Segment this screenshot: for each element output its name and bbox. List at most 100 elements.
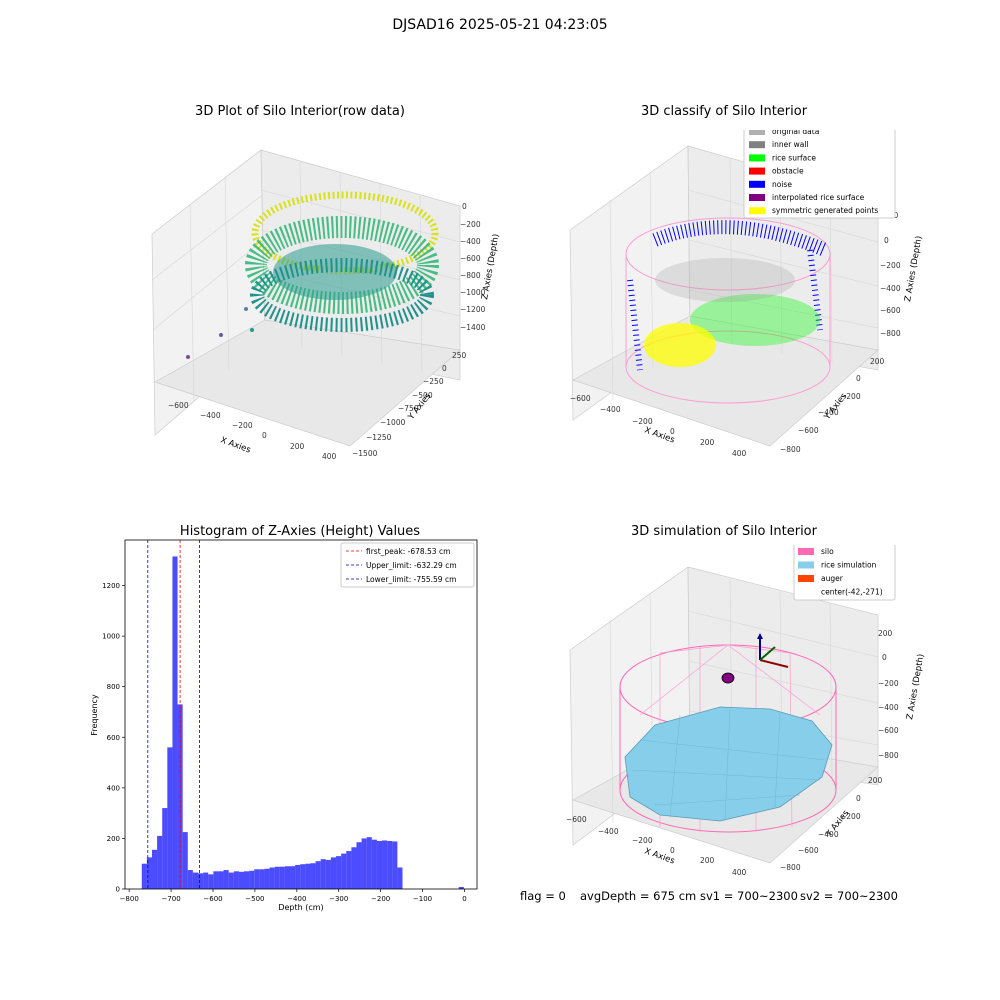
histogram-y-label: Frequency xyxy=(90,694,99,736)
classify-y-tick: 200 xyxy=(870,357,885,366)
histogram-bar xyxy=(182,832,188,889)
histogram-bar xyxy=(238,871,245,889)
classify-z-tick: −800 xyxy=(880,329,901,338)
classify-inner-wall xyxy=(655,258,795,302)
histogram-legend xyxy=(340,542,475,588)
histogram-bar xyxy=(387,840,393,889)
histogram-y-tick-label: 800 xyxy=(107,683,120,691)
histogram-bar xyxy=(366,837,372,889)
raw-z-tick: −800 xyxy=(460,271,481,280)
raw-y-tick: −1500 xyxy=(352,449,378,458)
histogram-x-tick-label: −800 xyxy=(120,895,139,903)
histogram-bar xyxy=(330,857,337,889)
raw-z-tick: −400 xyxy=(460,237,481,246)
histogram-x-tick-label: −500 xyxy=(245,895,264,903)
raw-z-tick: −1000 xyxy=(460,288,486,297)
histogram-bar xyxy=(269,867,275,889)
raw-x-tick: −400 xyxy=(200,411,221,420)
legend-swatch xyxy=(749,154,765,162)
legend-label: auger xyxy=(821,574,844,583)
histogram-y-tick-label: 600 xyxy=(107,734,120,742)
histogram-bar xyxy=(295,864,301,889)
histogram-x-label: Depth (cm) xyxy=(278,903,323,912)
histogram-bar xyxy=(203,872,209,889)
legend-label: center(-42,-271) xyxy=(821,588,883,597)
histogram-x-tick-label: −200 xyxy=(371,895,390,903)
legend-label: silo xyxy=(821,547,834,556)
legend-swatch xyxy=(798,575,814,582)
classify-z-tick: −600 xyxy=(880,306,901,315)
simulation-3d-plot: −600 −400 −200 0 200 400 200 0 −200 −400… xyxy=(566,545,927,877)
legend-swatch xyxy=(798,548,814,555)
histogram-bar xyxy=(305,863,311,889)
legend-swatch xyxy=(749,207,765,215)
histogram-chart: −800 −700 −600 −500 −400 −300 −200 −100 0 0 200 40… xyxy=(90,539,478,912)
histogram-x-tick-label: −300 xyxy=(329,895,348,903)
simulation-x-tick: 200 xyxy=(700,856,715,865)
classify-y-tick: −600 xyxy=(798,426,819,435)
simulation-y-tick: −200 xyxy=(840,812,861,821)
histogram-frame xyxy=(124,539,478,890)
histogram-y-tick-label: 400 xyxy=(107,784,120,792)
legend-swatch xyxy=(749,130,765,135)
raw-z-tick: −600 xyxy=(460,254,481,263)
legend-swatch xyxy=(749,180,765,188)
histogram-bar xyxy=(254,869,260,889)
histogram-bar xyxy=(351,847,357,889)
histogram-title: Histogram of Z-Axies (Height) Values xyxy=(179,524,421,539)
raw-outlier-point xyxy=(219,333,223,337)
histogram-bar xyxy=(346,851,352,889)
histogram-bar xyxy=(279,866,285,889)
histogram-bar xyxy=(320,859,326,889)
histogram-bar xyxy=(458,886,464,889)
histogram-bar xyxy=(162,808,168,889)
histogram-bars xyxy=(141,556,464,889)
histogram-bar xyxy=(356,842,362,889)
simulation-y-tick: 200 xyxy=(868,776,883,785)
histogram-bar xyxy=(167,747,173,889)
histogram-legend-label: Upper_limit: -632.29 cm xyxy=(366,561,457,570)
simulation-y-tick: 0 xyxy=(856,794,861,803)
histogram-bar xyxy=(244,871,250,889)
raw-y-tick: −250 xyxy=(423,377,444,386)
histogram-y-tick-label: 0 xyxy=(116,886,120,894)
status-flag: flag = 0 xyxy=(520,889,566,903)
status-avg-depth: avgDepth = 675 cm xyxy=(580,889,697,903)
classify-x-tick: 400 xyxy=(732,449,747,458)
raw-x-tick: 0 xyxy=(262,431,267,440)
histogram-x-tick-label: −400 xyxy=(287,895,306,903)
histogram-bar xyxy=(141,863,147,889)
histogram-legend-label: first_peak: -678.53 cm xyxy=(366,547,450,556)
classify-z-tick: 0 xyxy=(884,236,889,245)
histogram-y-tick-label: 1000 xyxy=(102,633,120,641)
histogram-bar xyxy=(157,835,163,889)
simulation-z-tick: 0 xyxy=(882,653,887,662)
histogram-bar xyxy=(341,853,347,889)
classify-z-tick: −200 xyxy=(880,261,901,270)
histogram-x-tick-label: −600 xyxy=(203,895,222,903)
histogram-bar xyxy=(284,866,291,889)
raw-bottom-ring xyxy=(250,258,434,332)
histogram-bar xyxy=(249,870,255,889)
classify-z-label: Z Axies (Depth) xyxy=(903,235,924,302)
figure-title: DJSAD16 2025-05-21 04:23:05 xyxy=(392,17,608,33)
histogram-bar xyxy=(325,859,331,889)
histogram-bar xyxy=(310,863,316,889)
histogram-bar xyxy=(213,871,219,889)
simulation-z-tick: −800 xyxy=(878,751,899,760)
raw-y-tick: −1000 xyxy=(380,418,406,427)
histogram-bar xyxy=(264,868,270,889)
histogram-bar xyxy=(336,856,342,889)
simulation-z-tick: −600 xyxy=(878,726,899,735)
histogram-bar xyxy=(146,857,152,889)
histogram-bar xyxy=(192,872,198,889)
classify-y-tick: −400 xyxy=(818,408,839,417)
raw-y-tick: 250 xyxy=(452,351,467,360)
legend-label: symmetric generated points xyxy=(772,206,878,215)
simulation-y-tick: −600 xyxy=(798,846,819,855)
histogram-bar xyxy=(259,869,265,889)
simulation-rice-mesh xyxy=(631,708,826,822)
simulation-y-tick: −400 xyxy=(818,830,839,839)
histogram-x-tick-label: 0 xyxy=(462,895,466,903)
histogram-y-ticks: 0 200 400 600 800 1000 1200 xyxy=(102,582,125,894)
